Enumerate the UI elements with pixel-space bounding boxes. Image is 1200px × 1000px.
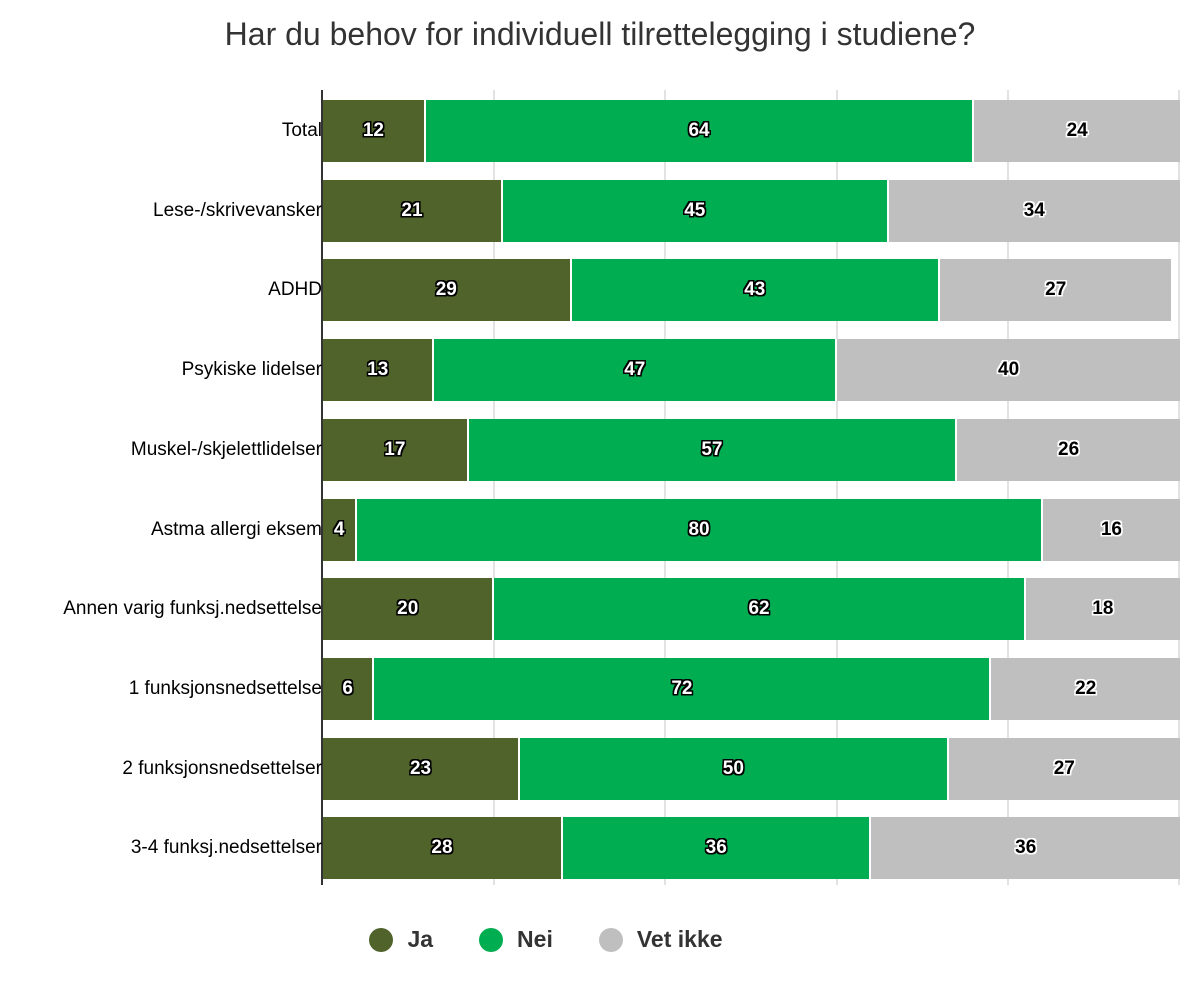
bar-segment-nei[interactable]: 36: [562, 817, 872, 880]
bar-segment-nei[interactable]: 62: [494, 578, 1026, 641]
category-label: Muskel-/skjelettlidelser: [130, 438, 322, 460]
bar-segment-ja[interactable]: 4: [323, 498, 358, 561]
bar-segment-ja[interactable]: 13: [323, 339, 435, 402]
data-label: 57: [701, 438, 723, 460]
legend-dot-icon: [369, 927, 394, 952]
bar-row: 12 64 24: [323, 100, 1180, 162]
bar-row: 21 45 34: [323, 179, 1180, 242]
bar-segment-nei[interactable]: 57: [468, 418, 958, 481]
category-label: 3-4 funksj.nedsettelser: [130, 837, 322, 859]
bar-segment-nei[interactable]: 45: [502, 179, 889, 242]
data-label: 72: [671, 677, 693, 699]
data-label: 26: [1058, 438, 1080, 460]
bar-segment-vet-ikke[interactable]: 18: [1025, 578, 1180, 641]
bar-segment-ja[interactable]: 29: [323, 259, 572, 322]
data-label: 23: [409, 757, 432, 779]
data-label: 27: [1045, 279, 1067, 301]
bar-row: 28 36 36: [323, 817, 1180, 880]
category-label: Astma allergi eksem: [150, 518, 322, 540]
bar-segment-nei[interactable]: 43: [571, 259, 941, 322]
category-label: Psykiske lidelser: [181, 359, 322, 381]
legend-item-ja[interactable]: Ja: [369, 926, 433, 953]
legend-label: Ja: [407, 926, 434, 952]
category-label: 2 funksjonsnedsettelser: [122, 757, 322, 779]
data-label: 12: [362, 120, 384, 141]
data-label: 40: [998, 359, 1020, 381]
bar-segment-nei[interactable]: 72: [374, 657, 992, 720]
bar-segment-ja[interactable]: 20: [323, 578, 495, 641]
legend-label: Nei: [517, 926, 553, 952]
bar-segment-vet-ikke[interactable]: 34: [888, 179, 1180, 242]
bar-segment-ja[interactable]: 28: [323, 817, 563, 880]
gridline: [493, 90, 495, 885]
data-label: 47: [624, 359, 646, 381]
legend-dot-icon: [598, 927, 623, 952]
legend-item-nei[interactable]: Nei: [479, 926, 553, 953]
category-label: Lese-/skrivevansker: [153, 199, 322, 221]
data-label: 27: [1053, 757, 1075, 779]
data-label: 24: [1066, 120, 1088, 141]
data-label: 17: [384, 438, 406, 460]
data-label: 62: [748, 598, 770, 620]
bar-row: 20 62 18: [323, 578, 1180, 641]
bar-row: 17 57 26: [323, 418, 1180, 481]
gridline: [664, 90, 666, 885]
category-label: Annen varig funksj.nedsettelse: [63, 598, 322, 620]
bar-segment-vet-ikke[interactable]: 22: [991, 657, 1180, 720]
legend: Ja Nei Vet ikke: [0, 926, 1200, 953]
bar-segment-nei[interactable]: 80: [357, 498, 1043, 561]
category-label: Total: [281, 120, 322, 141]
legend-item-vet-ikke[interactable]: Vet ikke: [598, 926, 723, 953]
bar-segment-vet-ikke[interactable]: 27: [948, 737, 1180, 800]
bar-segment-vet-ikke[interactable]: 27: [940, 259, 1172, 322]
data-label: 45: [684, 199, 706, 221]
data-label: 28: [431, 837, 453, 859]
bar-segment-nei[interactable]: 50: [520, 737, 949, 800]
bar-segment-ja[interactable]: 23: [323, 737, 521, 800]
data-label: 18: [1092, 598, 1114, 620]
data-label: 21: [401, 199, 423, 221]
data-label: 36: [705, 837, 727, 859]
data-label: 4: [333, 518, 345, 540]
bar-row: 23 50 27: [323, 737, 1180, 800]
data-label: 13: [367, 359, 389, 381]
data-label: 20: [397, 598, 419, 620]
bar-segment-nei[interactable]: 64: [425, 100, 975, 162]
bar-segment-vet-ikke[interactable]: 40: [837, 339, 1180, 402]
category-label: ADHD: [268, 279, 322, 301]
category-label: 1 funksjonsnedsettelse: [128, 677, 322, 699]
data-label: 43: [744, 279, 766, 301]
bar-segment-ja[interactable]: 21: [323, 179, 503, 242]
bar-segment-vet-ikke[interactable]: 26: [957, 418, 1180, 481]
gridline: [1178, 90, 1180, 885]
data-label: 29: [435, 279, 457, 301]
gridline: [836, 90, 838, 885]
bar-segment-vet-ikke[interactable]: 24: [974, 100, 1180, 162]
data-label: 80: [688, 518, 710, 540]
bar-row: 4 80 16: [323, 498, 1180, 561]
bar-row: 6 72 22: [323, 657, 1180, 720]
gridline: [1007, 90, 1009, 885]
legend-label: Vet ikke: [636, 926, 723, 952]
y-axis-line: [321, 90, 323, 885]
bar-segment-ja[interactable]: 12: [323, 100, 426, 162]
data-label: 22: [1075, 677, 1097, 699]
data-label: 36: [1015, 837, 1037, 859]
bar-segment-vet-ikke[interactable]: 16: [1042, 498, 1180, 561]
plot-area: 12 64 24 21 45 34 29 43 27 13 47 40 17 57 26 4 80 16 20 62 1…: [323, 90, 1180, 885]
bar-segment-vet-ikke[interactable]: 36: [871, 817, 1180, 880]
data-label: 64: [688, 120, 710, 141]
data-label: 6: [342, 677, 353, 699]
legend-dot-icon: [479, 927, 504, 952]
bar-row: 13 47 40: [323, 339, 1180, 402]
data-label: 34: [1023, 199, 1045, 221]
data-label: 16: [1100, 518, 1122, 540]
bar-segment-nei[interactable]: 47: [434, 339, 838, 402]
bar-segment-ja[interactable]: 17: [323, 418, 469, 481]
chart-title: Har du behov for individuell tilretteleg…: [224, 16, 976, 52]
bar-segment-ja[interactable]: 6: [323, 657, 375, 720]
bar-row: 29 43 27: [323, 259, 1180, 322]
data-label: 50: [722, 757, 744, 779]
